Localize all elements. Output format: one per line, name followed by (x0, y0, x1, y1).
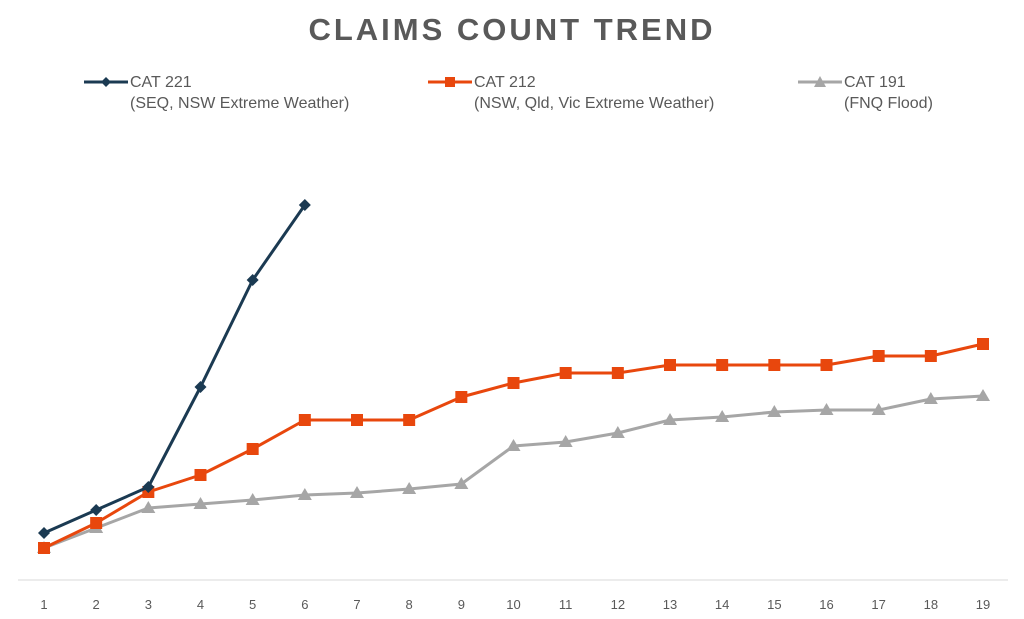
data-point (820, 359, 833, 371)
data-point (351, 414, 363, 426)
x-tick-label: 2 (93, 597, 100, 612)
data-point (403, 414, 416, 426)
data-point (297, 488, 312, 500)
x-tick-label: 18 (924, 597, 938, 612)
data-point (142, 481, 155, 493)
data-point (193, 497, 208, 509)
data-point (141, 501, 156, 513)
data-point (664, 359, 676, 371)
data-point (245, 493, 260, 505)
data-point (194, 381, 207, 393)
data-point (455, 391, 468, 403)
legend-subtitle: (NSW, Qld, Vic Extreme Weather) (474, 95, 715, 112)
data-point (663, 413, 677, 425)
data-point (872, 350, 885, 362)
data-point (977, 338, 989, 350)
legend-swatch-cat-221 (84, 77, 128, 87)
data-point (716, 359, 729, 371)
x-tick-label: 9 (458, 597, 465, 612)
data-point (610, 426, 625, 438)
data-point (506, 439, 521, 451)
legend-label: CAT 191 (844, 74, 906, 91)
data-point (90, 517, 103, 529)
data-point (246, 274, 259, 286)
data-point (38, 527, 50, 539)
data-point (611, 367, 624, 379)
data-point (246, 443, 259, 455)
legend-subtitle: (FNQ Flood) (844, 95, 933, 112)
data-point (454, 477, 469, 489)
data-point (38, 542, 50, 554)
x-tick-label: 13 (663, 597, 677, 612)
x-tick-label: 4 (197, 597, 204, 612)
data-point (924, 350, 937, 362)
data-point (767, 405, 782, 417)
data-point (507, 377, 520, 389)
legend-item-cat-191: CAT 191 (FNQ Flood) (798, 72, 933, 114)
data-point (871, 403, 886, 415)
legend-label: CAT 212 (474, 74, 536, 91)
x-tick-label: 11 (559, 597, 573, 612)
data-point (715, 410, 730, 422)
x-tick-label: 6 (301, 597, 308, 612)
data-point (558, 435, 573, 447)
data-point (923, 392, 938, 404)
data-point (402, 482, 417, 494)
x-tick-label: 15 (767, 597, 781, 612)
data-point (194, 469, 207, 481)
legend-item-cat-221: CAT 221 (SEQ, NSW Extreme Weather) (84, 72, 349, 114)
data-point (559, 367, 572, 379)
data-point (298, 199, 311, 211)
x-tick-label: 8 (406, 597, 413, 612)
x-tick-label: 16 (819, 597, 833, 612)
legend-swatch-cat-191 (798, 76, 842, 87)
data-point (90, 504, 103, 516)
x-tick-label: 10 (506, 597, 520, 612)
x-tick-label: 14 (715, 597, 729, 612)
x-tick-label: 5 (249, 597, 256, 612)
x-tick-label: 1 (40, 597, 47, 612)
chart-title: CLAIMS COUNT TREND (308, 12, 716, 47)
data-point (768, 359, 781, 371)
x-tick-label: 19 (976, 597, 990, 612)
data-point (298, 414, 311, 426)
legend-label: CAT 221 (130, 74, 192, 91)
legend-item-cat-212: CAT 212 (NSW, Qld, Vic Extreme Weather) (428, 72, 714, 114)
series-line-cat-221 (43, 204, 307, 535)
x-tick-label: 12 (611, 597, 625, 612)
x-tick-label: 17 (871, 597, 885, 612)
data-point (976, 389, 990, 401)
x-tick-label: 3 (145, 597, 152, 612)
data-point (819, 403, 834, 415)
data-point (350, 486, 364, 498)
legend-subtitle: (SEQ, NSW Extreme Weather) (130, 95, 350, 112)
legend-swatch-cat-212 (428, 77, 472, 87)
x-tick-label: 7 (353, 597, 360, 612)
